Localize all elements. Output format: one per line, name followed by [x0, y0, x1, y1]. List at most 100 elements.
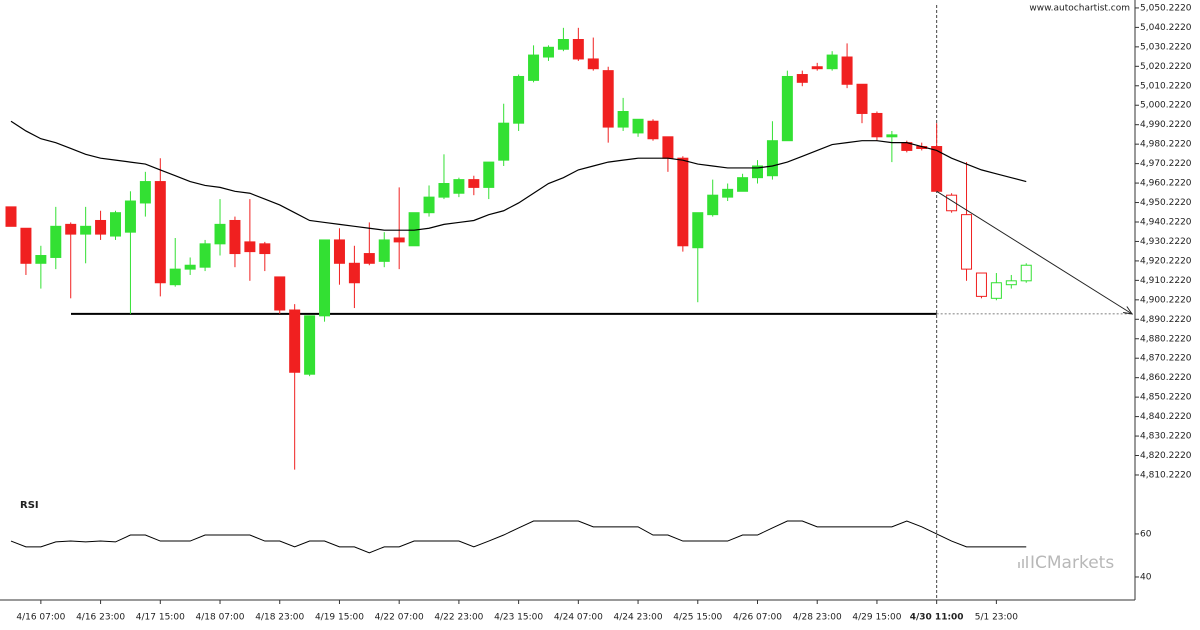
candle-body [20, 227, 32, 264]
candle-body [169, 268, 181, 286]
candle-body [139, 181, 151, 204]
y-tick-label: 4,960.2220 [1140, 179, 1192, 189]
y-tick-label: 5,040.2220 [1140, 23, 1192, 33]
candle-body [587, 58, 599, 70]
x-tick-label: 4/24 23:00 [614, 613, 663, 623]
y-tick-label: 4,820.2220 [1140, 451, 1192, 461]
candle-body [766, 140, 778, 177]
candle-body [841, 56, 853, 85]
candle-body [647, 120, 659, 140]
candle-body [961, 214, 973, 270]
candle-body [289, 309, 301, 373]
candle-body [871, 112, 883, 138]
x-tick-label: 4/22 07:00 [375, 613, 424, 623]
y-tick-label: 4,880.2220 [1140, 334, 1192, 344]
y-tick-label: 4,900.2220 [1140, 295, 1192, 305]
candle-body [110, 212, 122, 237]
y-tick-label: 4,930.2220 [1140, 237, 1192, 247]
candle-body [378, 239, 390, 262]
y-tick-label: 5,020.2220 [1140, 62, 1192, 72]
y-tick-label: 4,950.2220 [1140, 198, 1192, 208]
candle-body [363, 253, 375, 264]
candle-body [781, 75, 793, 142]
x-tick-label: 4/22 23:00 [434, 613, 483, 623]
candle-body [65, 223, 77, 235]
y-tick-label: 4,850.2220 [1140, 393, 1192, 403]
candle-body [259, 243, 271, 255]
forecast-arrow-head [1123, 306, 1134, 315]
candle-body [886, 134, 898, 138]
logo-icon [1018, 556, 1028, 568]
candle-body [498, 122, 510, 161]
candle-body [692, 212, 704, 249]
candle-body [707, 194, 719, 216]
y-tick-label: 4,840.2220 [1140, 412, 1192, 422]
candle-body [796, 74, 808, 83]
candle-body [602, 70, 614, 128]
candle-body [722, 188, 734, 198]
x-tick-label: 4/30 11:00 [910, 613, 964, 623]
candle-body [438, 183, 450, 198]
candle-body [990, 282, 1002, 299]
x-tick-label: 4/19 15:00 [315, 613, 364, 623]
y-tick-label: 5,050.2220 [1140, 3, 1192, 13]
candle-body [542, 46, 554, 58]
x-tick-label: 4/18 23:00 [255, 613, 304, 623]
x-tick-label: 4/29 15:00 [852, 613, 901, 623]
x-tick-label: 4/17 15:00 [136, 613, 185, 623]
y-tick-label: 40 [1140, 572, 1152, 582]
rsi-title: RSI [20, 500, 39, 511]
candle-body [662, 136, 674, 159]
candle-body [274, 276, 286, 311]
candle-body [468, 179, 480, 188]
candle-body [811, 66, 823, 70]
watermark: www.autochartist.com [1029, 4, 1130, 14]
x-tick-label: 4/28 23:00 [793, 613, 842, 623]
y-tick-label: 5,010.2220 [1140, 81, 1192, 91]
candle-body [975, 272, 987, 297]
y-tick-label: 4,940.2220 [1140, 217, 1192, 227]
candle-body [1020, 264, 1032, 282]
candle-body [304, 315, 316, 375]
x-tick-label: 4/25 15:00 [673, 613, 722, 623]
y-tick-label: 4,970.2220 [1140, 159, 1192, 169]
candle-body [423, 196, 435, 214]
candle-body [333, 239, 345, 264]
x-tick-label: 4/16 23:00 [76, 613, 125, 623]
y-tick-label: 4,830.2220 [1140, 432, 1192, 442]
y-tick-label: 4,870.2220 [1140, 354, 1192, 364]
y-tick-label: 60 [1140, 529, 1152, 539]
x-tick-label: 5/1 23:00 [975, 613, 1019, 623]
candle-body [572, 39, 584, 60]
candle-body [617, 111, 629, 128]
candle-body [80, 225, 92, 235]
x-tick-label: 4/23 15:00 [494, 613, 543, 623]
candle-body [1005, 280, 1017, 286]
y-tick-label: 4,860.2220 [1140, 373, 1192, 383]
y-tick-label: 5,030.2220 [1140, 42, 1192, 52]
candle-body [946, 194, 958, 212]
candle-body [856, 83, 868, 114]
candle-body [184, 264, 196, 270]
candle-body [677, 157, 689, 247]
candle-body [528, 54, 540, 81]
candle-body [826, 54, 838, 70]
candle-body [483, 161, 495, 188]
candle-body [5, 206, 17, 227]
candle-body [737, 177, 749, 192]
candle-body [453, 179, 465, 194]
candle-body [931, 146, 943, 192]
candle-body [348, 262, 360, 284]
moving-average-line [10, 120, 1027, 231]
candle-body [229, 219, 241, 255]
candle-body [95, 219, 107, 235]
logo: ICMarkets [1030, 553, 1114, 573]
y-tick-label: 4,810.2220 [1140, 470, 1192, 480]
forecast-arrow [936, 190, 1133, 315]
y-tick-label: 5,000.2220 [1140, 101, 1192, 111]
candle-body [752, 165, 763, 179]
candle-body [393, 237, 405, 243]
candle-body [244, 241, 256, 253]
